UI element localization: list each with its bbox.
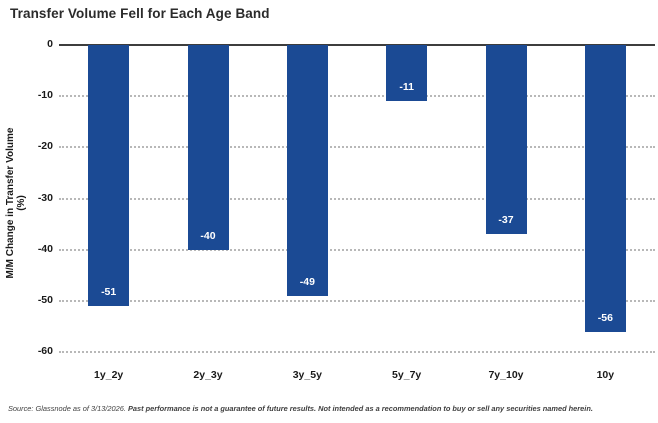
bar-value-label: -37 <box>498 214 514 227</box>
gridline-y-10 <box>59 95 655 98</box>
bar-value-label: -49 <box>299 275 315 288</box>
x-tick-label-7y_10y: 7y_10y <box>488 369 524 381</box>
bar-5y_7y: -11 <box>386 45 428 102</box>
y-tick-label: -30 <box>37 191 53 204</box>
gridline-y-20 <box>59 146 655 149</box>
y-tick-label: -50 <box>37 293 53 306</box>
plot-area: -51 -40 -49 -11 -37 -56 <box>59 44 655 353</box>
bar-1y_2y: -51 <box>88 45 130 306</box>
gridline-y-50 <box>59 299 655 302</box>
x-tick-label-1y_2y: 1y_2y <box>94 369 124 381</box>
y-tick-label: -20 <box>37 140 53 153</box>
gridline-y-30 <box>59 197 655 200</box>
zero-axis-line <box>59 44 655 46</box>
bar-value-label: -56 <box>597 311 613 324</box>
y-tick-label: -40 <box>37 242 53 255</box>
bar-2y_3y: -40 <box>187 45 229 250</box>
bar-value-label: -51 <box>101 285 117 298</box>
x-tick-label-5y_7y: 5y_7y <box>392 369 422 381</box>
gridline-y-40 <box>59 248 655 251</box>
source-note: Source: Glassnode as of 3/13/2026. Past … <box>8 404 653 413</box>
chart-title: Transfer Volume Fell for Each Age Band <box>10 6 270 21</box>
bar-value-label: -11 <box>399 81 414 94</box>
y-tick-label: -10 <box>37 89 53 102</box>
gridline-y-60 <box>59 351 655 353</box>
y-tick-label: 0 <box>47 38 53 50</box>
bar-7y_10y: -37 <box>485 45 527 235</box>
x-tick-label-3y_5y: 3y_5y <box>292 369 322 381</box>
bar-value-label: -40 <box>200 229 216 242</box>
bar-10y: -56 <box>584 45 626 332</box>
source-text: Source: Glassnode as of 3/13/2026. <box>8 404 128 413</box>
x-tick-label-10y: 10y <box>596 369 615 381</box>
bar-3y_5y: -49 <box>286 45 328 296</box>
x-tick-label-2y_3y: 2y_3y <box>193 369 223 381</box>
y-tick-label: -60 <box>37 345 53 357</box>
disclaimer-text: Past performance is not a guarantee of f… <box>127 404 593 413</box>
